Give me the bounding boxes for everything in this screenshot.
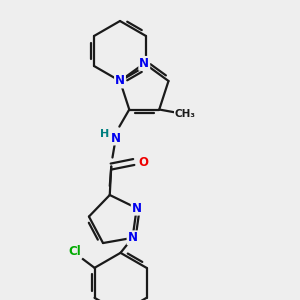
Text: N: N xyxy=(139,57,149,70)
Text: O: O xyxy=(138,155,148,169)
Text: Cl: Cl xyxy=(69,245,81,258)
Text: N: N xyxy=(132,202,142,215)
Text: CH₃: CH₃ xyxy=(175,109,196,119)
Text: N: N xyxy=(115,74,125,88)
Text: H: H xyxy=(100,129,109,140)
Text: N: N xyxy=(111,131,121,145)
Text: N: N xyxy=(128,231,137,244)
